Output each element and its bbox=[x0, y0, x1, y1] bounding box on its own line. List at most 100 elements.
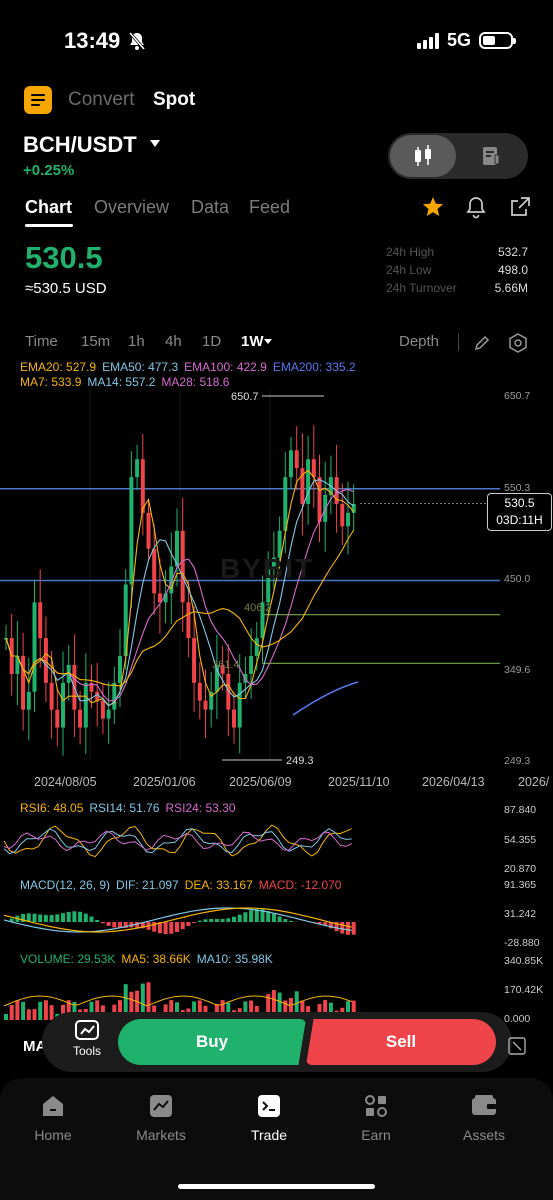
candle-body bbox=[100, 700, 105, 719]
ma7-line bbox=[5, 469, 355, 706]
rsi-label-2: RSI24: 53.30 bbox=[165, 801, 236, 815]
buy-button[interactable]: Buy bbox=[118, 1019, 306, 1065]
tf-time[interactable]: Time bbox=[25, 333, 58, 350]
candle-body bbox=[197, 682, 202, 701]
ma-label-0: MA7: 533.9 bbox=[20, 375, 82, 389]
macd-bar bbox=[89, 916, 94, 922]
tf-more-icon[interactable] bbox=[264, 339, 272, 344]
tf-4h[interactable]: 4h bbox=[165, 333, 182, 350]
tf-15m[interactable]: 15m bbox=[81, 333, 111, 350]
tab-chart[interactable]: Chart bbox=[25, 197, 73, 217]
macd-bar bbox=[277, 916, 282, 922]
candle-body bbox=[340, 503, 345, 527]
candle-body bbox=[249, 655, 254, 674]
spot-tab[interactable]: Spot bbox=[153, 89, 196, 110]
macd-bar bbox=[135, 922, 140, 928]
macd-bar bbox=[254, 909, 259, 922]
candle-body bbox=[294, 450, 299, 469]
depth-button[interactable]: Depth bbox=[399, 333, 440, 350]
pair-dropdown-icon[interactable] bbox=[150, 140, 160, 147]
candle-body bbox=[271, 557, 276, 567]
draw-pen-icon[interactable] bbox=[472, 333, 492, 353]
candle-body bbox=[15, 655, 20, 674]
candle-body bbox=[112, 682, 117, 710]
pair-symbol[interactable]: BCH/USDT bbox=[23, 132, 137, 157]
overlay-label-1: 406.2 bbox=[244, 602, 272, 614]
tf-1w[interactable]: 1W bbox=[241, 333, 264, 350]
axis-price-1: 650.7 bbox=[504, 390, 531, 402]
macd-bar bbox=[83, 913, 88, 922]
volume-bar bbox=[95, 1000, 100, 1020]
tab-data[interactable]: Data bbox=[191, 197, 230, 217]
candle-body bbox=[106, 709, 111, 719]
tab-overview[interactable]: Overview bbox=[94, 197, 170, 217]
nav-markets[interactable]: Markets bbox=[116, 1093, 206, 1143]
expand-icon[interactable] bbox=[508, 1037, 526, 1055]
rsi-axis-2: 54.355 bbox=[504, 834, 537, 846]
volume-bar bbox=[140, 983, 145, 1020]
menu-logo-icon[interactable] bbox=[24, 86, 52, 114]
tf-1d[interactable]: 1D bbox=[202, 333, 222, 350]
overlay-label-2: 361.4 bbox=[212, 659, 240, 671]
stat-high-label: 24h High bbox=[386, 245, 435, 259]
macd-bar bbox=[232, 916, 236, 922]
volume-bar bbox=[129, 991, 134, 1020]
macd-bar bbox=[95, 919, 100, 922]
convert-tab[interactable]: Convert bbox=[68, 89, 135, 110]
home-indicator bbox=[178, 1184, 375, 1189]
rsi-axis-1: 87.840 bbox=[504, 804, 537, 816]
volume-bar bbox=[135, 990, 140, 1020]
candle-body bbox=[146, 512, 151, 549]
volume-bar bbox=[66, 1000, 71, 1020]
candle-body bbox=[346, 512, 350, 527]
volume-bar bbox=[277, 992, 282, 1020]
nav-trade[interactable]: Trade bbox=[224, 1093, 314, 1143]
volume-label-1: MA5: 38.66K bbox=[121, 952, 191, 966]
candle-body bbox=[232, 709, 236, 728]
share-icon[interactable] bbox=[508, 195, 532, 219]
candle-body bbox=[61, 682, 65, 728]
axis-price-4: 349.6 bbox=[504, 664, 531, 676]
volume-bar bbox=[294, 991, 299, 1020]
date-label-2: 2025/01/06 bbox=[133, 775, 196, 789]
volume-bar bbox=[226, 1002, 231, 1020]
alert-bell-icon[interactable] bbox=[464, 195, 488, 219]
candle-body bbox=[277, 530, 282, 558]
nav-home[interactable]: Home bbox=[8, 1093, 98, 1143]
candle-body bbox=[163, 593, 168, 603]
tools-button[interactable]: Tools bbox=[50, 1018, 124, 1066]
macd-bar bbox=[140, 922, 145, 929]
macd-bar bbox=[38, 914, 43, 922]
vol-axis-1: 340.85K bbox=[504, 955, 544, 967]
macd-chart bbox=[3, 907, 356, 935]
candlestick-chart[interactable]: 650.7 249.3 406.2 361.4 bbox=[0, 390, 500, 770]
candle-body bbox=[129, 477, 134, 585]
status-indicators: 5G bbox=[416, 30, 516, 51]
macd-bar bbox=[157, 922, 162, 934]
nav-earn[interactable]: Earn bbox=[331, 1093, 421, 1143]
macd-bar bbox=[203, 919, 208, 922]
rsi-label-1: RSI14: 51.76 bbox=[89, 801, 160, 815]
tab-feed[interactable]: Feed bbox=[249, 197, 291, 217]
volume-bar bbox=[89, 1001, 94, 1020]
nav-assets[interactable]: Assets bbox=[439, 1093, 529, 1143]
chart-view-button[interactable] bbox=[390, 135, 456, 177]
macd-bar bbox=[266, 911, 271, 922]
candle-body bbox=[243, 673, 248, 683]
battery-icon bbox=[479, 32, 516, 49]
orderbook-view-icon[interactable] bbox=[480, 145, 502, 167]
candle-body bbox=[49, 682, 54, 710]
date-label-3: 2025/06/09 bbox=[229, 775, 292, 789]
last-price: 530.5 bbox=[25, 240, 103, 275]
candle-body bbox=[26, 691, 31, 710]
tf-1h[interactable]: 1h bbox=[128, 333, 145, 350]
settings-hex-icon[interactable] bbox=[507, 332, 529, 354]
favorite-star-icon[interactable] bbox=[421, 195, 445, 219]
candle-body bbox=[306, 459, 311, 504]
macd-bar bbox=[152, 922, 157, 932]
volume-bar bbox=[283, 1000, 288, 1020]
macd-bar bbox=[175, 922, 179, 932]
sell-button[interactable]: Sell bbox=[306, 1019, 496, 1065]
volume-bar bbox=[197, 1000, 202, 1020]
macd-bar bbox=[328, 922, 333, 929]
